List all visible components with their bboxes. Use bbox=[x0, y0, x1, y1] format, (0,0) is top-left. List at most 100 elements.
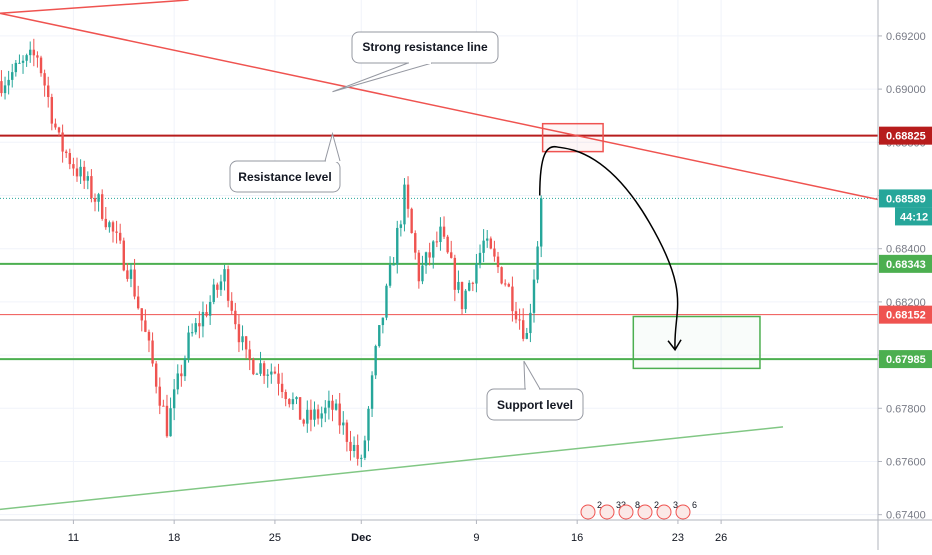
candle-body bbox=[342, 422, 345, 426]
candle-body bbox=[363, 440, 367, 458]
candle-body bbox=[331, 400, 334, 410]
candle-body bbox=[471, 282, 475, 284]
candle-body bbox=[529, 312, 532, 334]
time-tick-label: 23 bbox=[672, 532, 684, 544]
time-tick-label: 16 bbox=[571, 532, 583, 544]
candle-body bbox=[68, 153, 72, 165]
candle-body bbox=[273, 371, 277, 374]
candle-body bbox=[316, 409, 320, 419]
candle-body bbox=[39, 57, 43, 74]
callout-text: Strong resistance line bbox=[362, 40, 488, 54]
candle-body bbox=[259, 363, 262, 374]
candle-body bbox=[536, 246, 539, 280]
callout-box bbox=[229, 160, 341, 193]
candle-body bbox=[338, 403, 341, 426]
event-count: 8 bbox=[635, 500, 640, 510]
candle-body bbox=[90, 176, 93, 199]
candle-body bbox=[252, 359, 255, 375]
price-label-tag bbox=[879, 189, 932, 208]
candle-body bbox=[190, 332, 194, 334]
candle-body bbox=[482, 240, 485, 253]
candle-body bbox=[288, 399, 291, 405]
candle-body bbox=[327, 400, 331, 408]
candle-body bbox=[460, 281, 464, 310]
candle-body bbox=[388, 264, 392, 286]
candle-body bbox=[370, 375, 374, 409]
candle-body bbox=[475, 263, 478, 284]
candle-body bbox=[432, 241, 435, 258]
candle-body bbox=[36, 55, 39, 58]
candle-body bbox=[47, 85, 50, 98]
candle-body bbox=[414, 233, 417, 253]
candle-body bbox=[356, 444, 359, 459]
forecast-arrow bbox=[539, 145, 682, 352]
candle-body bbox=[18, 62, 21, 64]
candle-body bbox=[83, 166, 86, 181]
event-count: 2 bbox=[654, 500, 659, 510]
event-count: 33 bbox=[616, 500, 626, 510]
candle-body bbox=[25, 55, 28, 61]
candle-body bbox=[428, 252, 431, 258]
price-tick-label: 0.67600 bbox=[886, 456, 926, 468]
price-label-tag bbox=[879, 126, 932, 145]
price-label-text: 0.68825 bbox=[886, 131, 926, 143]
candle-body bbox=[399, 224, 403, 228]
candle-body bbox=[140, 308, 143, 321]
candle-body bbox=[43, 73, 46, 86]
candle-body bbox=[144, 320, 147, 332]
candle-body bbox=[486, 238, 489, 241]
candle-body bbox=[349, 441, 352, 452]
candle-body bbox=[50, 97, 54, 124]
candle-body bbox=[122, 240, 125, 271]
candle-body bbox=[234, 310, 237, 325]
candle-body bbox=[255, 373, 259, 375]
price-tick-label: 0.68400 bbox=[886, 244, 926, 256]
candle-body bbox=[378, 325, 381, 347]
candle-body bbox=[72, 164, 75, 169]
candle-body bbox=[313, 409, 316, 420]
candle-body bbox=[446, 236, 449, 253]
candle-body bbox=[266, 374, 269, 376]
candle-body bbox=[442, 226, 446, 237]
event-flag-icon bbox=[618, 504, 634, 520]
candle-body bbox=[136, 296, 140, 309]
candle-body bbox=[381, 317, 385, 326]
candle-body bbox=[93, 198, 97, 202]
candle-body bbox=[489, 238, 493, 249]
candle-body bbox=[324, 407, 327, 414]
candle-body bbox=[158, 386, 161, 406]
callout-pointer bbox=[523, 360, 541, 390]
candle-body bbox=[241, 336, 244, 343]
candle-body bbox=[360, 457, 363, 459]
candle-body bbox=[151, 340, 154, 364]
candle-body bbox=[385, 285, 388, 318]
annotation-support-level: Support level bbox=[486, 360, 584, 421]
candle-body bbox=[126, 270, 129, 279]
candle-body bbox=[392, 264, 395, 266]
candle-body bbox=[154, 363, 158, 387]
forecast-curve bbox=[539, 145, 679, 350]
event-flag-icon bbox=[637, 504, 653, 520]
time-tick-label: 11 bbox=[68, 532, 79, 544]
target-zone-box bbox=[632, 315, 761, 370]
candle-body bbox=[262, 363, 266, 376]
candle-body bbox=[32, 49, 36, 56]
event-flag-icon bbox=[580, 504, 596, 520]
candle-body bbox=[500, 267, 503, 284]
candle-body bbox=[453, 257, 457, 290]
candle-body bbox=[118, 232, 122, 241]
trendline bbox=[0, 0, 189, 15]
candle-body bbox=[522, 320, 525, 339]
candle-body bbox=[216, 284, 219, 290]
candle-body bbox=[212, 284, 215, 302]
price-label-text: 0.68589 bbox=[886, 193, 926, 205]
candle-body bbox=[539, 198, 543, 247]
price-tick-label: 0.67400 bbox=[886, 510, 926, 522]
forecast-arrowhead bbox=[667, 339, 682, 352]
price-tick-label: 0.69200 bbox=[886, 31, 926, 43]
candle-body bbox=[65, 151, 68, 154]
candle-body bbox=[187, 332, 190, 359]
time-tick-label: Dec bbox=[351, 532, 371, 544]
